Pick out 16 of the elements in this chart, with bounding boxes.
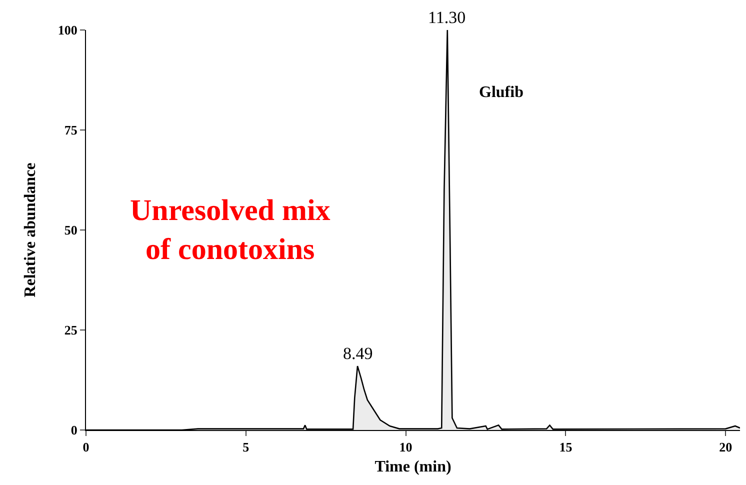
x-tick-label: 0 [82,440,90,455]
y-tick-label: 50 [64,222,78,238]
x-tick-label: 10 [399,440,412,455]
y-tick-label: 25 [64,322,78,338]
x-axis-title: Time (min) [374,458,452,476]
annotation: Glufib [479,84,524,101]
annotation: 11.30 [428,8,466,27]
y-tick-label: 75 [64,122,78,138]
y-tick-label: 0 [70,422,78,438]
y-axis-title: Relative abundance [22,162,39,298]
x-tick-label: 20 [719,440,732,455]
x-tick-label: 5 [242,440,250,455]
y-tick-label: 100 [58,22,78,38]
annotation: 8.49 [343,344,373,363]
annotation: Unresolved mix of conotoxins [130,194,330,266]
x-tick-label: 15 [559,440,573,455]
